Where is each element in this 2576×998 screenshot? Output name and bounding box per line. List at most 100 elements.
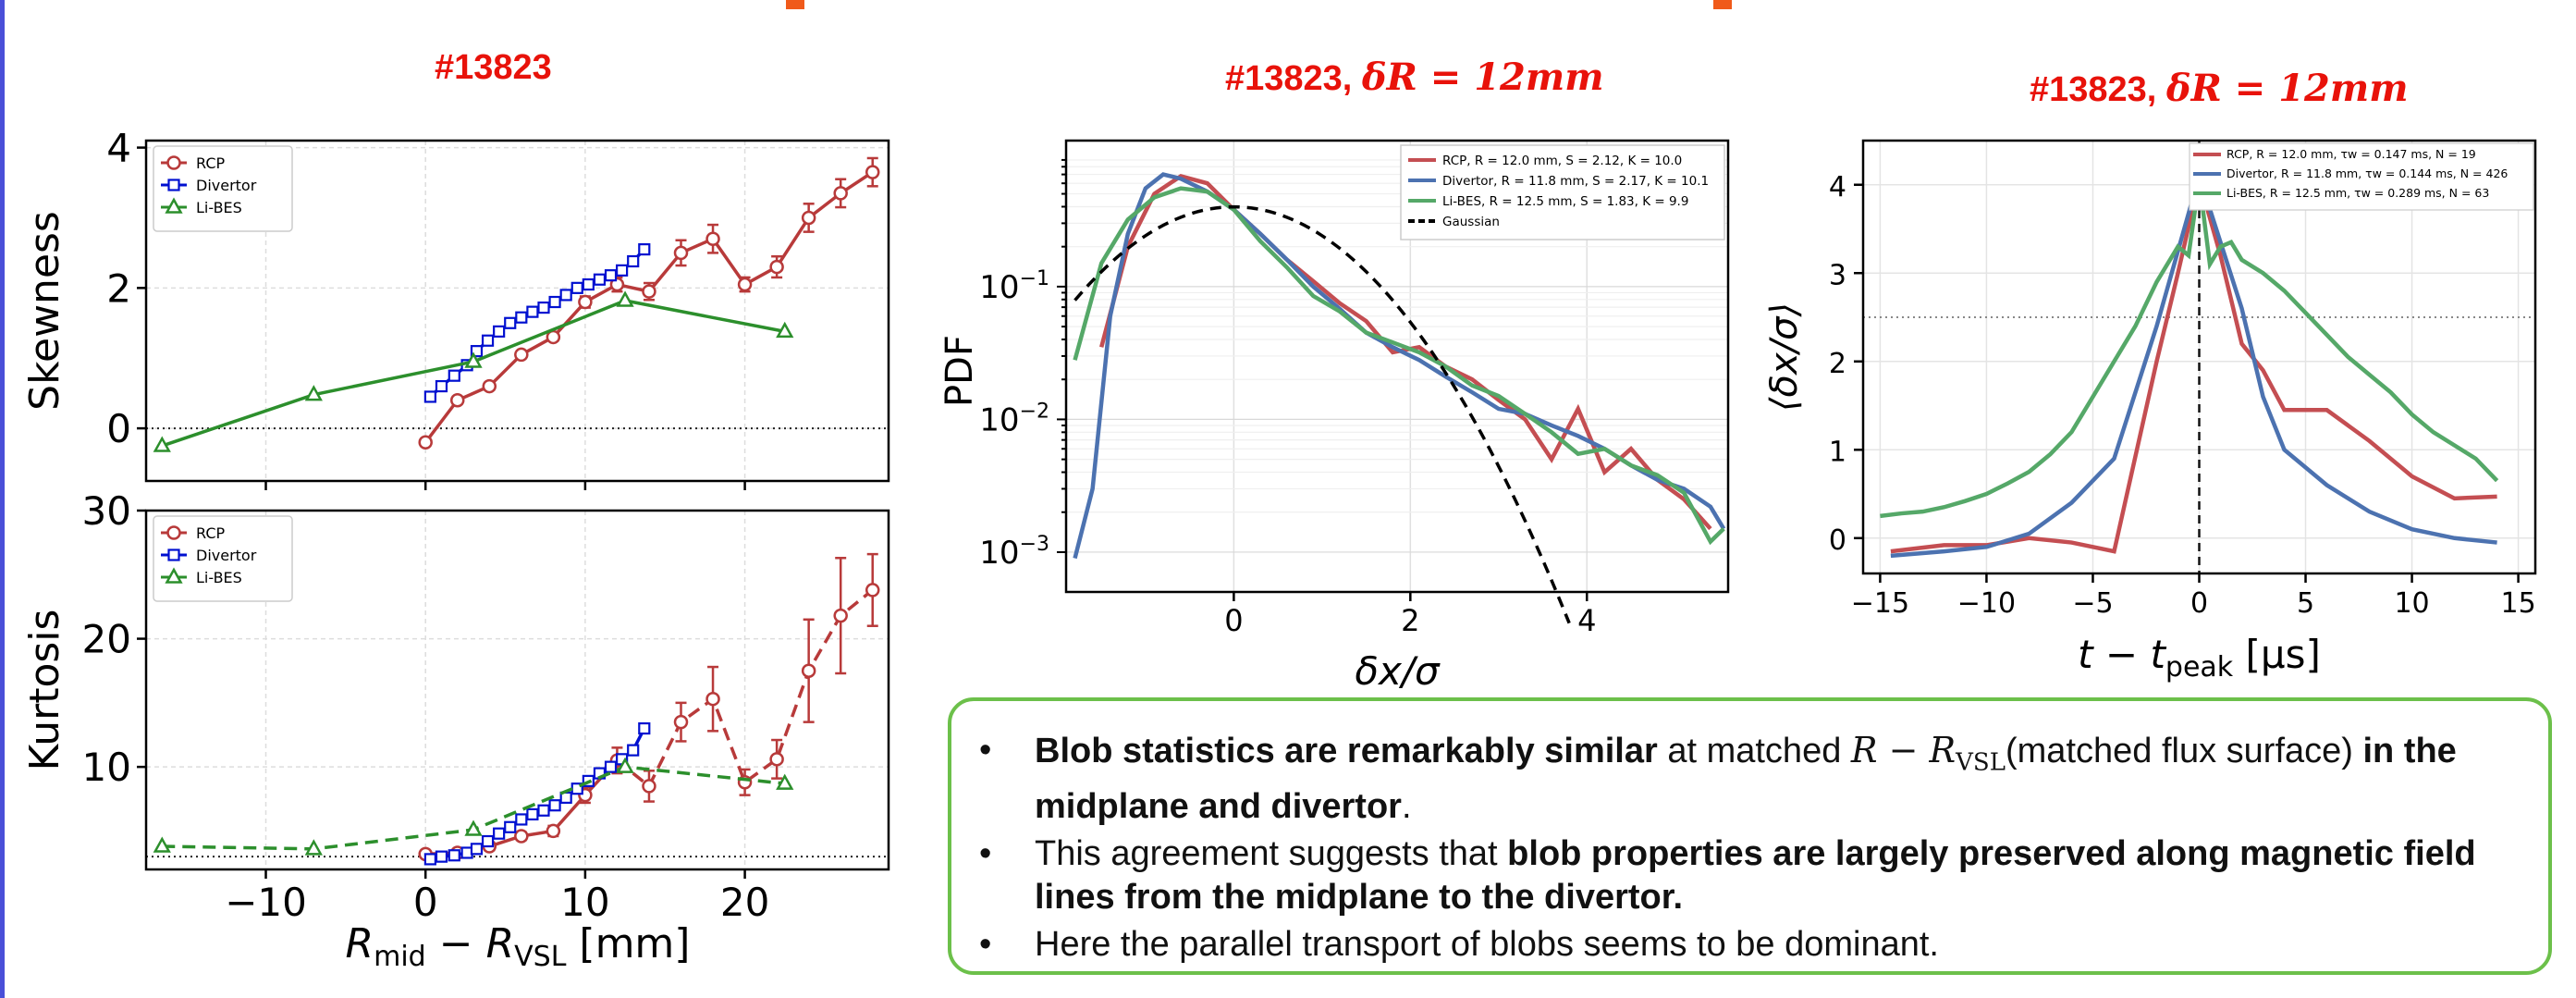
data-point: [559, 289, 572, 302]
plot-frame: [1064, 139, 1730, 594]
data-point: [153, 836, 171, 853]
x-tick-label: 0: [2190, 587, 2208, 620]
data-point: [627, 254, 640, 268]
data-point: [304, 385, 323, 401]
series-divertor: [423, 721, 651, 866]
data-point: [642, 779, 656, 794]
legend-label: Divertor, R = 11.8 mm, τw = 0.144 ms, N …: [2226, 166, 2508, 180]
data-point: [481, 334, 495, 347]
x-tick-label: 0: [413, 880, 438, 925]
series-line: [161, 299, 786, 448]
data-point: [616, 264, 629, 277]
x-tick-label: −5: [2072, 587, 2113, 620]
legend-label: RCP: [196, 154, 225, 172]
data-point: [449, 392, 465, 408]
kurtosis-plot: 10 20 30 −10 0 10 20 Kurtosis RCP Divertor Li-BES: [21, 488, 890, 925]
x-tick-label: 0: [1224, 603, 1243, 638]
data-point: [470, 345, 484, 358]
x-tick-label: 10: [560, 880, 609, 925]
data-point: [604, 760, 618, 773]
data-point: [435, 379, 448, 393]
y-tick-label: 1: [1829, 436, 1846, 468]
legend-label: Divertor, R = 11.8 mm, S = 2.17, K = 10.…: [1442, 174, 1709, 189]
skewness-kurtosis-title: #13823: [435, 48, 552, 87]
pdf-curve: [1073, 186, 1725, 546]
data-point: [448, 849, 460, 862]
data-point: [418, 435, 433, 450]
data-point: [514, 347, 529, 363]
conditional-average-curve: [1890, 179, 2497, 554]
legend-label: RCP, R = 12.0 mm, τw = 0.147 ms, N = 19: [2226, 147, 2476, 161]
plot-frame: [144, 139, 890, 483]
legend-label: Gaussian: [1442, 215, 1500, 229]
pdf-curve: [1099, 173, 1712, 531]
x-tick-label: 15: [2501, 587, 2536, 620]
data-point: [546, 823, 561, 839]
x-tick-label: −15: [1851, 587, 1909, 620]
y-tick-label: 0: [1829, 524, 1846, 557]
gaussian-curve: [1073, 204, 1571, 624]
top-accent-right: [1713, 0, 1732, 9]
data-point: [504, 316, 517, 329]
skewness-plot: 0 2 4 Skewness RCP Divertor Li-BES: [21, 126, 890, 490]
y-tick-label: 3: [1829, 259, 1846, 291]
slide-left-border: [0, 0, 5, 998]
series-rcp: [418, 156, 880, 450]
data-point: [705, 691, 720, 707]
legend-marker: [165, 567, 183, 584]
data-point: [514, 829, 529, 844]
data-point: [423, 390, 436, 403]
data-point: [464, 351, 483, 368]
data-point: [705, 231, 720, 246]
legend-marker: [166, 155, 181, 170]
legend-label: Li-BES: [196, 569, 242, 586]
legend: RCP Divertor Li-BES: [153, 515, 293, 602]
legend-label: Divertor: [196, 177, 257, 194]
series-li-bes: [153, 757, 794, 856]
y-axis-label: ⟨δx/σ⟩: [1763, 302, 1806, 412]
conditional-average-title: #13823, δR = 12mm: [2030, 67, 2409, 110]
series-li-bes: [153, 290, 794, 452]
legend: RCP, R = 12.0 mm, τw = 0.147 ms, N = 19 D…: [2189, 142, 2534, 211]
data-point: [769, 752, 784, 767]
legend-label: Divertor: [196, 547, 257, 564]
data-point: [865, 583, 880, 598]
y-tick-label: 10−3: [979, 533, 1049, 572]
legend-marker: [165, 197, 183, 214]
legend-box: [1400, 144, 1725, 240]
data-point: [435, 850, 448, 863]
summary-bullet-2: • This agreement suggests that blob prop…: [979, 833, 2476, 917]
data-point: [504, 820, 517, 833]
data-point: [526, 807, 539, 821]
series-line: [1073, 186, 1725, 546]
series-line-dashed: [616, 588, 874, 789]
data-point: [801, 663, 816, 678]
legend-label: Li-BES, R = 12.5 mm, τw = 0.289 ms, N = …: [2226, 186, 2489, 200]
data-point: [153, 436, 171, 452]
y-axis-label: PDF: [938, 335, 981, 407]
y-tick-label: 10−1: [979, 267, 1049, 306]
data-point: [537, 804, 550, 817]
data-point: [515, 311, 528, 324]
pdf-title: #13823, δR = 12mm: [1225, 55, 1604, 99]
data-point: [578, 294, 593, 310]
legend-box: [2189, 142, 2534, 211]
legend-label: RCP: [196, 524, 225, 542]
data-point: [423, 853, 436, 866]
data-point: [776, 321, 794, 339]
data-point: [493, 827, 506, 840]
legend-label: Li-BES, R = 12.5 mm, S = 1.83, K = 9.9: [1442, 194, 1688, 209]
data-point: [642, 284, 656, 299]
data-point: [464, 819, 483, 836]
data-point: [515, 813, 528, 826]
data-point: [304, 839, 323, 856]
y-axis-label: Skewness: [21, 211, 68, 411]
x-tick-label: 2: [1401, 603, 1419, 638]
legend: RCP, R = 12.0 mm, S = 2.12, K = 10.0 Dive…: [1400, 144, 1725, 240]
y-axis-label: Kurtosis: [21, 610, 68, 771]
data-point: [548, 799, 561, 812]
x-tick-label: 4: [1577, 603, 1596, 638]
data-point: [769, 259, 784, 275]
legend-marker: [167, 548, 180, 561]
